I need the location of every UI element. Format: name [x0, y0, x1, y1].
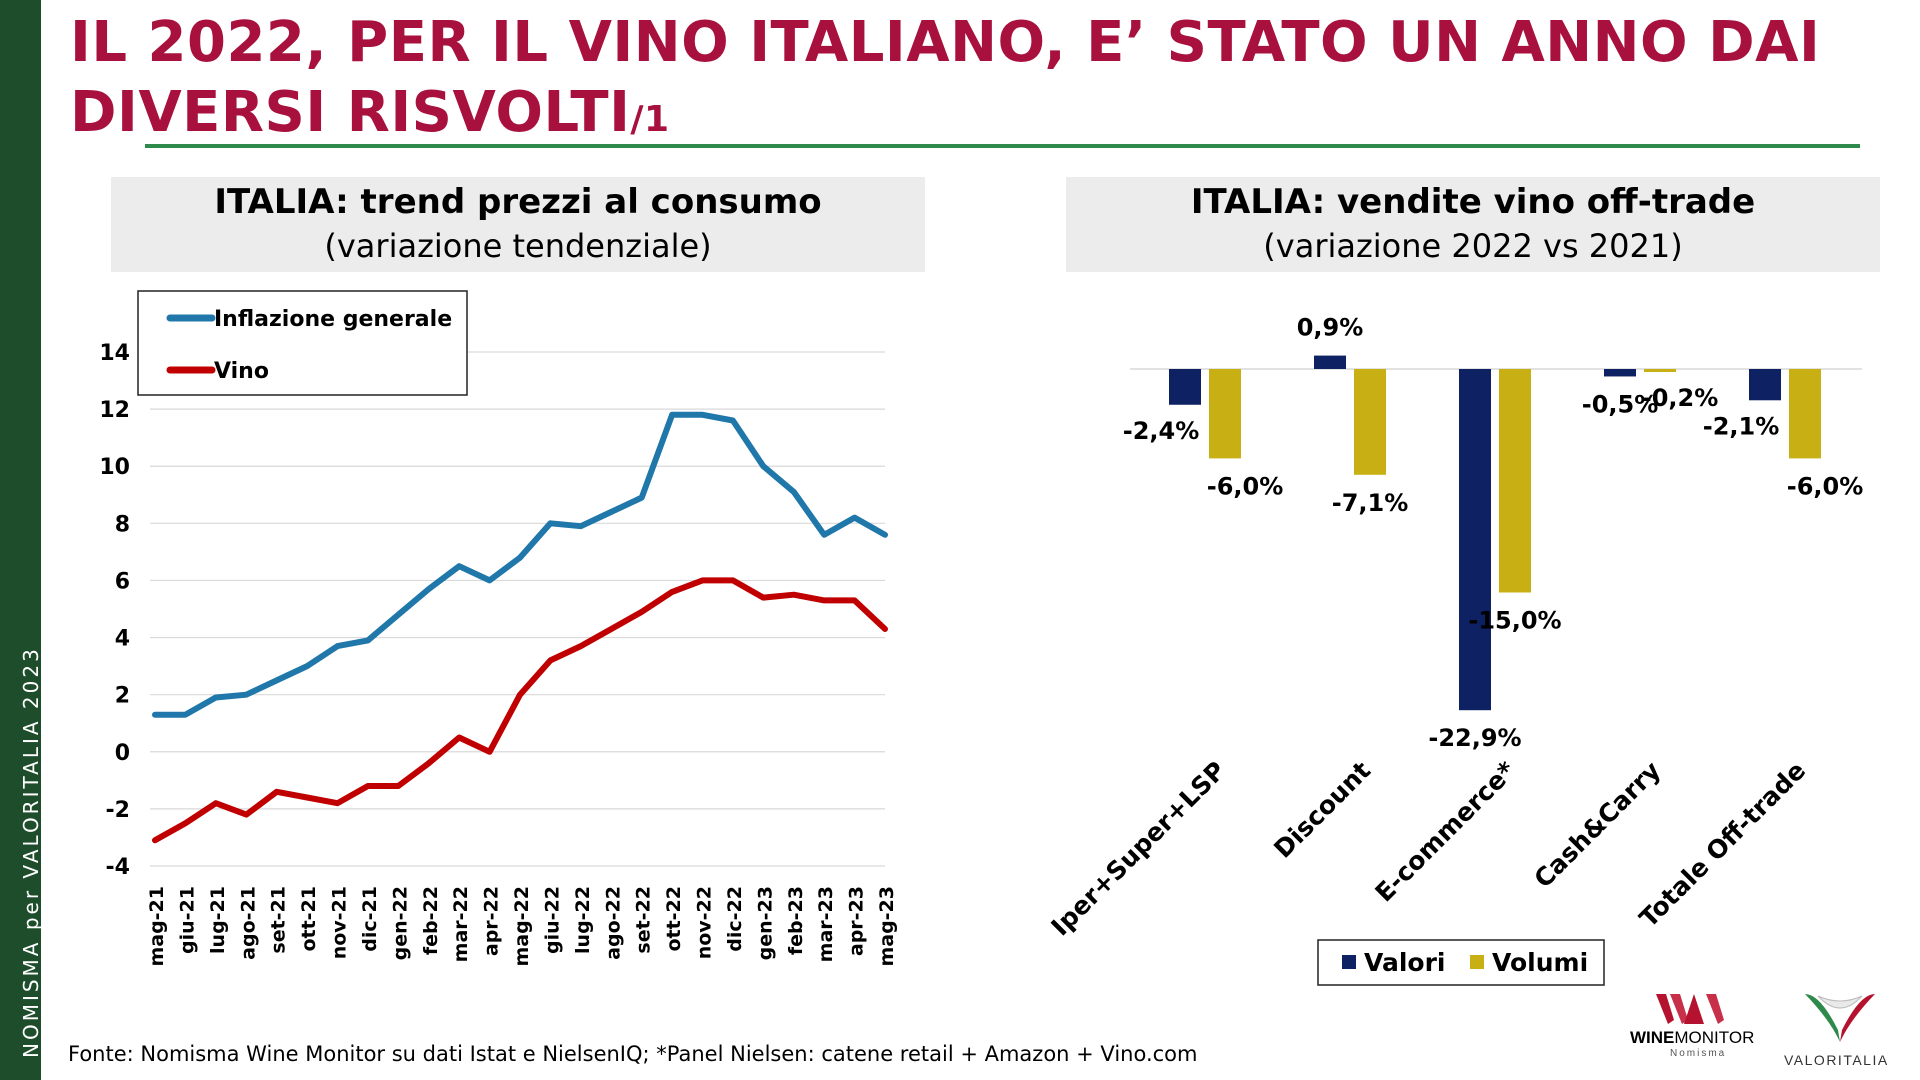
- winemonitor-logo: WINEMONITOR Nomisma: [1630, 992, 1760, 1059]
- valoritalia-wordmark: VALORITALIA: [1784, 1052, 1889, 1068]
- x-tick-label: mar-22: [450, 886, 472, 962]
- x-tick-label: apr-22: [481, 886, 503, 956]
- bar-chart-header: ITALIA: vendite vino off-trade (variazio…: [1066, 177, 1880, 272]
- y-tick-label: 8: [115, 512, 130, 537]
- line-chart-header: ITALIA: trend prezzi al consumo (variazi…: [111, 177, 925, 272]
- y-tick-label: 10: [99, 455, 130, 480]
- bar-valori: [1169, 369, 1201, 405]
- bar-volumi: [1354, 369, 1386, 475]
- category-label: Discount: [1268, 756, 1376, 864]
- data-label: -0,2%: [1642, 384, 1719, 412]
- data-label: -6,0%: [1787, 472, 1864, 500]
- legend-box: [1317, 939, 1605, 986]
- x-tick-label: gen-23: [754, 886, 776, 960]
- legend-label: Inflazione generale: [214, 307, 452, 332]
- winemonitor-wordmark-b: MONITOR: [1674, 1028, 1755, 1047]
- bar-chart-subtitle: (variazione 2022 vs 2021): [1263, 227, 1683, 265]
- data-label: -0,5%: [1582, 390, 1659, 418]
- valoritalia-logo: VALORITALIA: [1780, 990, 1890, 1070]
- y-tick-label: 14: [99, 341, 130, 366]
- legend-label: Valori: [1364, 948, 1446, 977]
- legend-label: Volumi: [1492, 948, 1588, 977]
- winemonitor-mark-icon: [1656, 994, 1724, 1024]
- category-label: Totale Off-trade: [1634, 756, 1811, 933]
- page-title-main: IL 2022, PER IL VINO ITALIANO, E’ STATO …: [70, 10, 1821, 145]
- data-label: -2,4%: [1123, 417, 1200, 445]
- title-rule: [145, 144, 1860, 148]
- legend-box: [137, 290, 468, 396]
- bar-volumi: [1789, 369, 1821, 459]
- legend-label: Vino: [214, 359, 269, 384]
- x-tick-label: lug-21: [207, 886, 229, 954]
- bar-valori: [1604, 369, 1636, 377]
- data-label: 0,9%: [1297, 314, 1364, 342]
- x-tick-label: mar-23: [815, 886, 837, 962]
- x-tick-label: ago-21: [237, 886, 259, 960]
- page-title-suffix: /1: [630, 99, 670, 140]
- y-tick-label: -2: [106, 798, 130, 823]
- data-label: -7,1%: [1332, 489, 1409, 517]
- bar-chart-title: ITALIA: vendite vino off-trade: [1190, 182, 1756, 222]
- winemonitor-wordmark-a: WINE: [1630, 1028, 1675, 1047]
- legend-swatch: [1342, 955, 1356, 969]
- x-tick-label: ago-22: [602, 886, 624, 960]
- y-tick-label: 0: [115, 741, 130, 766]
- x-tick-label: feb-22: [420, 886, 442, 955]
- series-line-inflazione: [152, 411, 888, 718]
- side-bar: [0, 0, 41, 1080]
- data-label: -2,1%: [1703, 412, 1780, 440]
- winemonitor-wordmark: WINEMONITOR: [1630, 1028, 1754, 1048]
- x-tick-label: mag-21: [146, 886, 168, 967]
- data-label: -22,9%: [1428, 724, 1521, 752]
- line-chart-subtitle: (variazione tendenziale): [324, 227, 712, 265]
- y-tick-label: 12: [99, 398, 130, 423]
- x-tick-label: ott-22: [663, 886, 685, 952]
- x-tick-label: nov-21: [329, 886, 351, 959]
- footer-source: Fonte: Nomisma Wine Monitor su dati Ista…: [68, 1042, 1198, 1066]
- bar-valori: [1749, 369, 1781, 401]
- bar-valori: [1459, 369, 1491, 711]
- line-chart-title: ITALIA: trend prezzi al consumo: [214, 182, 822, 222]
- x-tick-label: mag-23: [876, 886, 898, 967]
- x-tick-label: mag-22: [511, 886, 533, 967]
- x-tick-label: lug-22: [572, 886, 594, 954]
- legend-swatch: [1470, 955, 1484, 969]
- x-tick-label: feb-23: [785, 886, 807, 955]
- bar-valori: [1314, 355, 1346, 369]
- y-tick-label: 4: [115, 627, 130, 652]
- x-tick-label: apr-23: [846, 886, 868, 956]
- line-chart: -4 -2 0 2 4 6 8 10 12 14 mag-21 giu-21 lug-21 ago-21 s…: [99, 290, 898, 967]
- data-label: -15,0%: [1468, 607, 1561, 635]
- x-tick-label: giu-21: [176, 886, 198, 954]
- x-tick-label: giu-22: [541, 886, 563, 954]
- winemonitor-subtitle: Nomisma: [1670, 1048, 1727, 1059]
- page-title: IL 2022, PER IL VINO ITALIANO, E’ STATO …: [70, 8, 1870, 155]
- data-label: -6,0%: [1207, 472, 1284, 500]
- category-label: Iper+Super+LSP: [1046, 756, 1232, 942]
- x-tick-label: nov-22: [694, 886, 716, 959]
- bar-volumi: [1499, 369, 1531, 593]
- bar-volumi: [1209, 369, 1241, 459]
- y-tick-label: 6: [115, 569, 130, 594]
- x-tick-label: ott-21: [298, 886, 320, 952]
- x-tick-label: dic-21: [359, 886, 381, 952]
- series-line-vino: [152, 577, 888, 844]
- x-tick-label: set-22: [633, 886, 655, 954]
- valoritalia-mark-icon: [1805, 994, 1875, 1042]
- y-tick-label: -4: [106, 855, 130, 880]
- x-tick-label: set-21: [268, 886, 290, 954]
- category-label: E-commerce*: [1369, 756, 1521, 908]
- y-tick-label: 2: [115, 684, 130, 709]
- category-label: Cash&Carry: [1528, 756, 1666, 894]
- bar-chart: -2,4%-6,0%Iper+Super+LSP0,9%-7,1%Discoun…: [1046, 314, 1864, 986]
- x-tick-label: dic-22: [724, 886, 746, 952]
- bar-volumi: [1644, 369, 1676, 372]
- x-tick-label: gen-22: [389, 886, 411, 960]
